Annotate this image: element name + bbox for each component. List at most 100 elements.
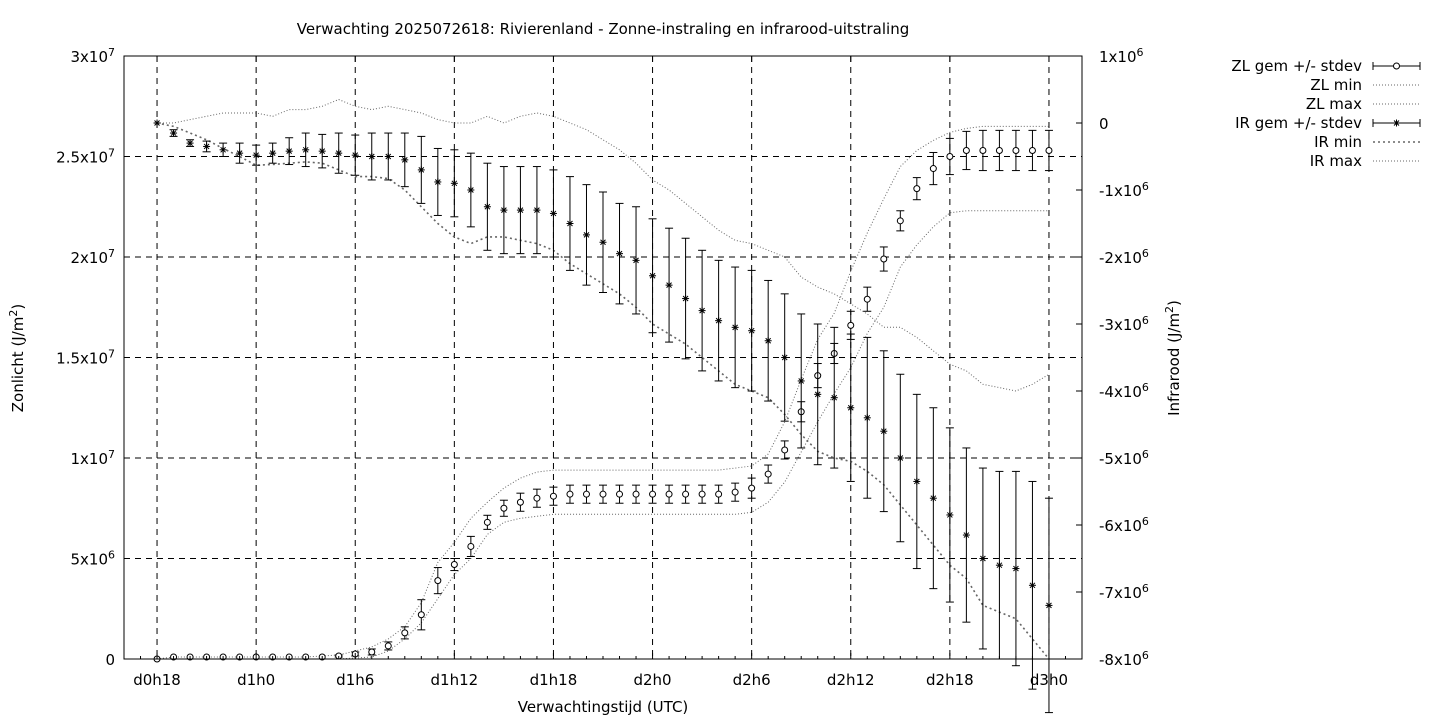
star-stroke bbox=[154, 120, 160, 126]
y-right-tick-label: -2x106 bbox=[1099, 247, 1149, 267]
series-ir-mean-point bbox=[748, 327, 756, 335]
series-zl-mean-point bbox=[417, 611, 425, 619]
star-stroke bbox=[847, 404, 854, 411]
series-ir-mean-point bbox=[682, 295, 690, 303]
series-ir-mean-point bbox=[880, 427, 888, 435]
series-zl-mean-point bbox=[616, 490, 624, 498]
series-zl-mean-point bbox=[533, 494, 541, 502]
star-stroke bbox=[666, 282, 672, 288]
star-stroke bbox=[352, 152, 359, 159]
star-stroke bbox=[748, 327, 755, 334]
star-stroke bbox=[517, 207, 524, 213]
series-zl-mean-point bbox=[368, 648, 376, 656]
star-stroke bbox=[798, 378, 805, 384]
x-tick-label: d1h12 bbox=[431, 671, 479, 689]
series-zl-mean-point bbox=[880, 255, 888, 263]
star-stroke bbox=[418, 167, 425, 173]
series-ir-mean-point bbox=[417, 166, 425, 174]
series-ir-mean-point bbox=[351, 151, 359, 159]
x-tick-label: d2h12 bbox=[827, 671, 875, 689]
star-stroke bbox=[203, 143, 210, 150]
star-stroke bbox=[765, 337, 772, 344]
series-ir-mean-point bbox=[483, 203, 491, 211]
series-ir-mean-point bbox=[186, 139, 194, 147]
series-ir-mean-point bbox=[731, 323, 739, 331]
series-ir-mean-point bbox=[946, 511, 954, 519]
y-right-tick-label: -4x106 bbox=[1099, 381, 1149, 401]
series-ir-mean-point bbox=[582, 231, 590, 239]
x-axis-label: Verwachtingstijd (UTC) bbox=[518, 698, 689, 716]
series-ir-mean-point bbox=[863, 414, 871, 422]
series-ir-mean-point bbox=[1012, 565, 1020, 573]
series-zl-mean-point bbox=[1045, 146, 1053, 154]
series-ir-mean-point bbox=[318, 147, 326, 155]
series-zl-mean-point bbox=[962, 146, 970, 154]
axes: d0h18 d1h0 d1h6 d1h12 d1h18 d2h0 d2h6 d2h12 d2h1… bbox=[56, 46, 1149, 689]
y-right-tick-label: -1x106 bbox=[1099, 180, 1149, 200]
star-stroke bbox=[1013, 565, 1019, 572]
series-ir-mean-point bbox=[599, 238, 607, 246]
star-stroke bbox=[269, 150, 276, 157]
series-ir-mean-point bbox=[170, 129, 178, 137]
series-zl-mean-point bbox=[467, 542, 475, 550]
star-stroke bbox=[781, 354, 788, 361]
series-zl-mean-point bbox=[1028, 146, 1036, 154]
star-stroke bbox=[468, 187, 474, 193]
series-zl-mean-point bbox=[549, 492, 557, 500]
star-stroke bbox=[385, 153, 392, 160]
star-stroke bbox=[319, 148, 326, 154]
series-zl-mean-point bbox=[748, 484, 756, 492]
series-ir-mean-point bbox=[401, 156, 409, 164]
star-stroke bbox=[220, 146, 226, 153]
series-ir-mean-point bbox=[830, 394, 838, 402]
legend-swatch-marker bbox=[1393, 62, 1400, 70]
series-layer bbox=[153, 98, 1053, 714]
series-ir-mean-point bbox=[962, 531, 970, 539]
series-zl-mean-point bbox=[896, 217, 904, 225]
series-ir-mean-point bbox=[269, 149, 277, 157]
y-left-tick-label: 3x107 bbox=[70, 46, 115, 66]
series-ir-mean-point bbox=[698, 307, 706, 315]
series-ir-mean-point bbox=[913, 477, 921, 485]
star-stroke bbox=[534, 207, 540, 213]
y-right-tick-label: 1x106 bbox=[1099, 46, 1144, 66]
series-ir-mean-point bbox=[995, 561, 1003, 569]
series-zl-mean-point bbox=[566, 490, 574, 498]
series-ir-mean-point bbox=[285, 147, 293, 155]
y-left-tick-label: 2.5x107 bbox=[56, 147, 115, 167]
y-right-tick-label: -6x106 bbox=[1099, 515, 1149, 535]
x-tick-label: d1h18 bbox=[530, 671, 578, 689]
series-ir-mean-point bbox=[814, 390, 822, 398]
series-ir-mean-point bbox=[616, 250, 624, 258]
star-stroke bbox=[1029, 582, 1036, 589]
series-ir-mean-point bbox=[533, 206, 541, 214]
series-zl-mean-point bbox=[500, 504, 508, 512]
series-ir-mean-point bbox=[153, 119, 161, 127]
series-ir-mean-point bbox=[764, 337, 772, 345]
series-ir-mean-point bbox=[1045, 601, 1053, 609]
star-stroke bbox=[682, 295, 689, 302]
series-zl-mean-point bbox=[764, 470, 772, 478]
star-stroke bbox=[253, 152, 259, 159]
y-right-tick-label: -3x106 bbox=[1099, 314, 1149, 334]
star-stroke bbox=[335, 150, 342, 157]
series-zl-mean-point bbox=[599, 490, 607, 498]
series-ir-mean-point bbox=[302, 146, 310, 154]
star-stroke bbox=[600, 239, 606, 246]
star-stroke bbox=[963, 532, 970, 538]
y-right-tick-label: -5x106 bbox=[1099, 448, 1149, 468]
chart-title: Verwachting 2025072618: Rivierenland - Z… bbox=[297, 20, 909, 38]
series-zl-mean-point bbox=[434, 577, 442, 585]
series-zl-mean-point bbox=[946, 153, 954, 160]
series-ir-mean-point bbox=[384, 153, 392, 160]
y-right-tick-label: -8x106 bbox=[1099, 649, 1149, 669]
series-zl-mean-point bbox=[632, 490, 640, 498]
series-zl-mean-point bbox=[781, 446, 789, 454]
series-ir-mean-point bbox=[665, 281, 673, 289]
series-ir-mean-point bbox=[516, 206, 524, 214]
series-ir-mean-point bbox=[979, 555, 987, 562]
series-zl-mean-point bbox=[665, 490, 673, 498]
star-stroke bbox=[302, 146, 309, 153]
x-tick-label: d1h6 bbox=[336, 671, 374, 689]
